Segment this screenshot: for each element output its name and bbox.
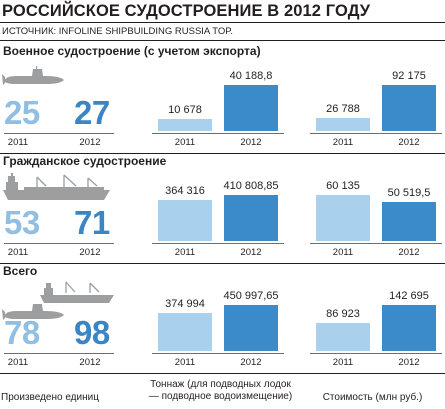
tonnage-bar-2012: [224, 305, 278, 351]
cost-baseline: [310, 353, 442, 354]
tonnage-year-label: 2011: [174, 357, 196, 368]
cost-baseline: [310, 133, 442, 134]
tonnage-value-label: 40 188,8: [229, 70, 273, 82]
tonnage-baseline: [152, 243, 284, 244]
units-year-label: 2011: [7, 137, 29, 148]
tonnage-year-label: 2012: [240, 357, 262, 368]
cost-value-label: 26 788: [326, 103, 360, 115]
units-value-2011: 53: [4, 204, 40, 241]
tonnage-year-label: 2011: [174, 137, 196, 148]
cost-year-label: 2011: [332, 357, 354, 368]
units-value-2012: 71: [74, 204, 110, 241]
submarine-icon: [2, 65, 66, 92]
tonnage-baseline: [152, 353, 284, 354]
tonnage-value-label: 374 994: [165, 298, 205, 310]
ship-and-submarine-icon: [2, 279, 117, 330]
cost-year-label: 2012: [398, 137, 420, 148]
tonnage-bar-2011: [158, 313, 212, 351]
tonnage-value-label: 410 808,85: [223, 180, 279, 192]
section-separator: [0, 153, 445, 154]
tonnage-bar-2012: [224, 85, 278, 131]
footer-separator: [0, 373, 445, 374]
source-rule: [0, 40, 445, 41]
units-year-label: 2012: [79, 247, 101, 258]
tonnage-value-label: 450 997,65: [223, 290, 279, 302]
tonnage-baseline: [152, 133, 284, 134]
section-title: Всего: [3, 264, 38, 278]
units-year-label: 2012: [79, 357, 101, 368]
units-baseline: [4, 133, 114, 134]
source-note: ИСТОЧНИК: INFOLINE SHIPBUILDING RUSSIA T…: [2, 26, 233, 37]
title-rule: [0, 22, 445, 23]
cost-value-label: 50 519,5: [387, 187, 431, 199]
units-baseline: [4, 243, 114, 244]
cost-bar-2012: [382, 305, 436, 351]
footer-cost-label: Стоимость (млн руб.): [322, 392, 423, 403]
cost-value-label: 142 695: [389, 290, 429, 302]
page-title: РОССИЙСКОЕ СУДОСТРОЕНИЕ В 2012 ГОДУ: [2, 2, 371, 20]
footer-units-label: Произведено единиц: [1, 392, 99, 403]
cost-year-label: 2012: [398, 357, 420, 368]
units-value-2011: 25: [4, 94, 40, 131]
cost-value-label: 60 135: [326, 180, 360, 192]
units-year-label: 2012: [79, 137, 101, 148]
cost-baseline: [310, 243, 442, 244]
units-value-2011: 78: [4, 314, 40, 351]
tonnage-bar-2012: [224, 195, 278, 241]
cost-year-label: 2011: [332, 137, 354, 148]
cost-year-label: 2011: [332, 247, 354, 258]
cost-bar-2011: [316, 323, 370, 351]
cost-bar-2012: [382, 202, 436, 241]
footer-tonnage-label: Тоннаж (для подводных лодок — подводное …: [148, 379, 293, 402]
units-value-2012: 27: [74, 94, 110, 131]
tonnage-bar-2011: [158, 200, 212, 241]
tonnage-year-label: 2012: [240, 247, 262, 258]
tonnage-bar-2011: [158, 119, 212, 131]
cost-value-label: 86 923: [326, 308, 360, 320]
section-1: Военное судостроение (с учетом экспорта)…: [0, 44, 445, 154]
cargo-ship-icon: [2, 172, 112, 207]
section-3: Всего 78 98 2011 2012 374 994 2011 450 997,65 20…: [0, 264, 445, 374]
cost-bar-2011: [316, 118, 370, 131]
tonnage-year-label: 2012: [240, 137, 262, 148]
cost-year-label: 2012: [398, 247, 420, 258]
section-title: Гражданское судостроение: [3, 154, 167, 168]
cost-bar-2012: [382, 85, 436, 131]
units-baseline: [4, 353, 114, 354]
tonnage-value-label: 10 678: [168, 104, 202, 116]
units-value-2012: 98: [74, 314, 110, 351]
cost-bar-2011: [316, 195, 370, 241]
units-year-label: 2011: [7, 247, 29, 258]
cost-value-label: 92 175: [392, 70, 426, 82]
section-separator: [0, 263, 445, 264]
units-year-label: 2011: [7, 357, 29, 368]
section-2: Гражданское судостроение 53 71 2011 2012 364 …: [0, 154, 445, 264]
tonnage-year-label: 2011: [174, 247, 196, 258]
tonnage-value-label: 364 316: [165, 185, 205, 197]
section-title: Военное судостроение (с учетом экспорта): [3, 44, 261, 58]
